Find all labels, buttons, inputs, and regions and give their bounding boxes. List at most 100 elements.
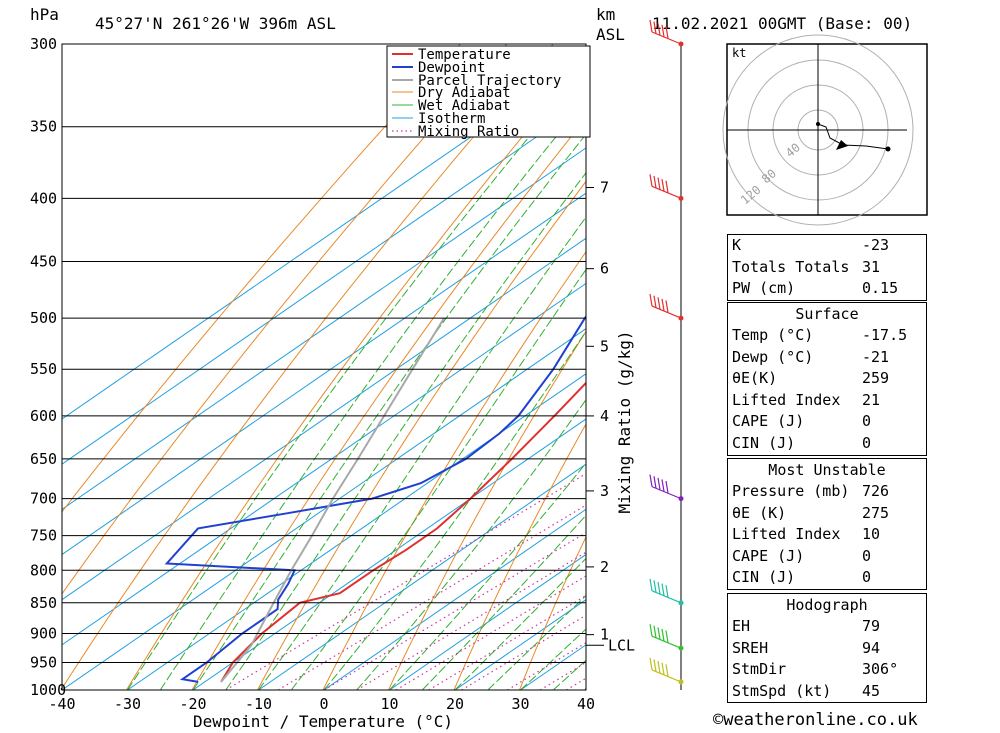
isotherm-line	[323, 508, 586, 690]
legend-label-parcel: Parcel Trajectory	[418, 73, 561, 89]
mixing-ratio-line	[225, 472, 586, 690]
dry-adiabat-line	[978, 44, 1000, 690]
stats-value: 31	[862, 257, 881, 276]
footer-credit: ©weatheronline.co.uk	[713, 710, 918, 730]
wind-barb-feather	[649, 19, 653, 33]
location-title: 45°27'N 261°26'W 396m ASL	[95, 14, 336, 33]
wind-barb-feather	[653, 476, 657, 489]
wind-barb-feather	[661, 179, 665, 192]
temperature-tick-label: 20	[446, 695, 464, 713]
wind-barb-shaft	[651, 486, 682, 500]
stats-row: θE(K) 259	[728, 368, 926, 390]
hodograph-point	[816, 122, 820, 126]
pressure-tick-label: 400	[30, 189, 57, 207]
legend-label-isotherm: Isotherm	[418, 111, 485, 127]
stats-row: PW (cm) 0.15	[728, 278, 926, 300]
hodograph-trace	[817, 123, 889, 150]
stats-value: -21	[862, 347, 890, 366]
legend-label-mixing-ratio: Mixing Ratio	[418, 124, 519, 140]
wind-barb-shaft	[651, 590, 682, 604]
isotherm-line	[62, 282, 586, 646]
temperature-tick-label: -10	[245, 695, 272, 713]
isotherm-line	[62, 102, 586, 465]
wind-barb-feather	[661, 628, 665, 642]
wind-barb-feather	[649, 657, 653, 670]
mixing-ratio-line	[277, 504, 586, 690]
temperature-tick-label: -40	[48, 695, 75, 713]
pressure-tick-label: 350	[30, 118, 57, 136]
stats-row: StmDir 306°	[728, 659, 926, 681]
mixing-ratio-line	[356, 551, 586, 690]
stats-label: Lifted Index	[732, 390, 841, 409]
stats-row: Temp (°C) -17.5	[728, 325, 926, 347]
stats-row: Pressure (mb) 726	[728, 481, 926, 503]
wet-adiabat-line	[421, 514, 586, 690]
dry-adiabat-line	[62, 44, 508, 595]
stats-value: -23	[862, 236, 890, 254]
plot-frame	[61, 43, 587, 691]
legend-box	[386, 45, 591, 138]
wind-barb-feather	[665, 664, 669, 677]
stats-value: 726	[862, 482, 890, 500]
x-axis-title: Dewpoint / Temperature (°C)	[193, 712, 453, 731]
wet-adiabat-line	[323, 330, 586, 690]
stats-label: Dewp (°C)	[732, 347, 814, 366]
wind-barb	[649, 293, 682, 319]
stats-label: Pressure (mb)	[732, 482, 850, 500]
pressure-tick-label: 850	[30, 594, 57, 612]
pressure-tick-label: 700	[30, 490, 57, 508]
stats-label: EH	[732, 617, 751, 635]
hodograph-ring-4	[722, 34, 914, 226]
stats-value: 45	[862, 681, 881, 700]
wind-barb-feather	[665, 630, 669, 643]
stats-row: CAPE (J) 0	[728, 546, 926, 568]
parcel-trajectory-profile	[220, 317, 445, 683]
wind-barb-feather	[665, 26, 669, 39]
wind-barb-feather	[657, 581, 661, 595]
wind-barb-shaft	[651, 669, 682, 683]
legend-label-temperature: Temperature	[418, 47, 511, 63]
wind-barb-feather	[661, 24, 665, 37]
pressure-tick-label: 950	[30, 653, 57, 671]
stats-value: 0	[862, 568, 872, 587]
hpa-label: hPa	[30, 5, 59, 24]
stats-section-title: Surface	[795, 305, 859, 323]
wind-barb	[649, 474, 682, 500]
km-tick-label: 4	[600, 407, 609, 425]
stats-row: Lifted Index 21	[728, 390, 926, 412]
stats-section-title: Most Unstable	[768, 461, 886, 479]
wind-barb	[649, 19, 682, 45]
wind-barb-feather	[661, 298, 665, 311]
stats-row: Totals Totals 31	[728, 257, 926, 279]
wet-adiabat-line	[258, 216, 586, 690]
stats-value: 10	[862, 525, 881, 544]
km-tick-label: 5	[600, 337, 609, 355]
wind-barb-feather	[657, 660, 661, 674]
km-label: km	[596, 5, 615, 24]
pressure-tick-label: 650	[30, 450, 57, 468]
pressure-tick-label: 800	[30, 561, 57, 579]
legend: Temperature Dewpoint Parcel Trajectory D…	[386, 45, 591, 140]
temperature-tick-label: 0	[319, 695, 328, 713]
stats-indices: K -23 Totals Totals 31 PW (cm) 0.15	[727, 234, 927, 301]
stats-section-title: Hodograph	[786, 596, 868, 614]
stats-label: θE(K)	[732, 369, 778, 388]
wind-profile	[649, 19, 684, 690]
stats-value: 0	[862, 433, 872, 452]
wind-barb-feather	[665, 180, 669, 193]
temperature-tick-label: -30	[114, 695, 141, 713]
pressure-tick-label: 500	[30, 309, 57, 327]
wind-barb-feather	[653, 295, 657, 308]
pressure-tick-label: 600	[30, 407, 57, 425]
stats-value: 275	[862, 503, 890, 522]
wet-adiabat-line	[389, 462, 586, 690]
legend-label-dry-adiabat: Dry Adiabat	[418, 85, 511, 101]
isotherm-line	[62, 237, 586, 601]
wind-barb-feather	[665, 585, 669, 598]
stats-value: 306°	[862, 660, 899, 679]
stats-value: 94	[862, 638, 881, 657]
wind-barb-feather	[649, 474, 653, 487]
mixing-ratio-label: 1	[679, 401, 686, 415]
stats-value: -17.5	[862, 326, 908, 344]
wind-barb-feather	[661, 583, 665, 596]
